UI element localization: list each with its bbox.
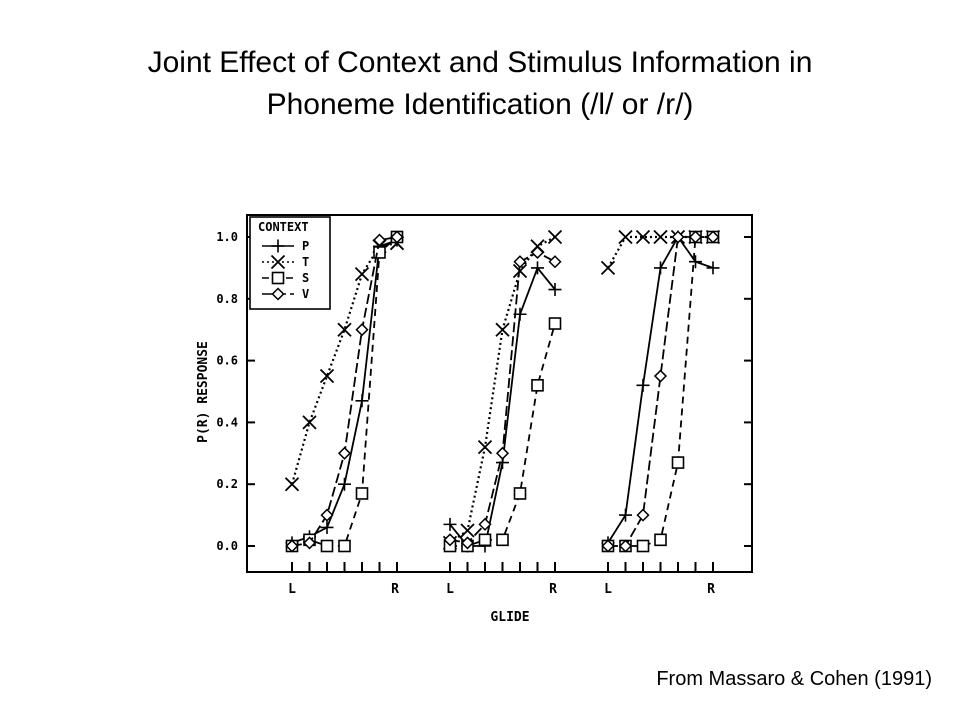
marker-S xyxy=(636,539,650,553)
source-credit: From Massaro & Cohen (1991) xyxy=(656,668,932,690)
marker-T xyxy=(354,266,370,282)
series-line-P xyxy=(449,266,556,547)
y-tick-label: 0.4 xyxy=(216,415,238,429)
legend-marker-S xyxy=(271,271,285,285)
legend-label-T: T xyxy=(302,255,309,269)
series-line-S xyxy=(608,236,713,547)
x-label-l: L xyxy=(604,582,612,597)
marker-S xyxy=(671,456,685,469)
marker-S xyxy=(320,539,334,553)
marker-T xyxy=(635,229,651,245)
plot-border xyxy=(246,214,753,573)
panel-1 xyxy=(284,230,405,553)
marker-P xyxy=(636,378,650,392)
series-line-V xyxy=(608,236,713,547)
y-axis-label: P(R) RESPONSE xyxy=(196,341,211,443)
marker-V xyxy=(601,539,615,553)
marker-V xyxy=(320,508,334,522)
marker-V xyxy=(653,369,668,383)
x-axis-label: GLIDE xyxy=(490,610,529,625)
marker-V xyxy=(372,233,387,247)
plot-frame xyxy=(246,214,753,573)
marker-S xyxy=(513,487,527,500)
title-line-2: Phoneme Identification (/l/ or /r/) xyxy=(266,88,694,121)
marker-V xyxy=(478,517,492,531)
marker-T xyxy=(302,415,317,430)
marker-T xyxy=(337,322,352,337)
marker-T xyxy=(653,229,668,245)
marker-S xyxy=(548,317,562,330)
slide-title: Joint Effect of Context and Stimulus Inf… xyxy=(0,42,960,126)
marker-V xyxy=(618,539,633,553)
series-line-V xyxy=(449,251,556,544)
marker-P xyxy=(548,283,562,297)
marker-V xyxy=(548,255,562,269)
marker-V xyxy=(390,230,404,244)
y-tick-label: 0.8 xyxy=(216,292,238,306)
marker-V xyxy=(355,323,369,337)
panel-2 xyxy=(442,229,563,553)
series-line-P xyxy=(607,235,714,544)
x-label-r: R xyxy=(391,582,399,597)
marker-P xyxy=(689,255,702,269)
marker-T xyxy=(495,322,510,337)
y-tick-label: 1.0 xyxy=(216,230,238,244)
marker-V xyxy=(688,230,703,244)
marker-T xyxy=(477,439,493,455)
panel-3 xyxy=(600,229,721,553)
marker-P xyxy=(355,394,369,408)
marker-P xyxy=(320,520,334,534)
marker-V xyxy=(513,255,527,269)
marker-V xyxy=(337,446,352,460)
marker-P xyxy=(531,261,544,275)
marker-P xyxy=(654,261,667,275)
marker-S xyxy=(654,533,667,547)
marker-S xyxy=(496,533,509,547)
marker-P xyxy=(706,261,720,275)
marker-S xyxy=(355,487,369,500)
legend-title: CONTEXT xyxy=(258,220,309,234)
x-label-r: R xyxy=(549,582,557,597)
marker-V xyxy=(530,245,545,260)
marker-S xyxy=(531,379,544,392)
marker-P xyxy=(338,477,351,491)
x-label-l: L xyxy=(446,582,454,597)
marker-T xyxy=(618,229,633,245)
marker-V xyxy=(285,539,299,553)
marker-T xyxy=(600,260,616,276)
data-curves xyxy=(284,229,721,553)
marker-T xyxy=(547,229,563,245)
marker-T xyxy=(319,368,335,384)
marker-P xyxy=(443,517,457,531)
marker-V xyxy=(460,536,475,550)
marker-V xyxy=(706,230,720,244)
legend-label-S: S xyxy=(302,271,309,285)
marker-S xyxy=(373,246,386,259)
marker-V xyxy=(671,230,685,244)
y-tick-label: 0.2 xyxy=(216,477,238,491)
legend-marker-T xyxy=(270,254,286,270)
legend-label-P: P xyxy=(302,239,309,253)
legend-marker-V xyxy=(271,287,285,301)
marker-P xyxy=(619,508,632,522)
marker-V xyxy=(495,446,510,460)
marker-T xyxy=(460,523,475,538)
x-label-l: L xyxy=(288,582,296,597)
y-tick-label: 0.6 xyxy=(216,354,238,368)
legend-label-V: V xyxy=(302,287,309,301)
title-line-1: Joint Effect of Context and Stimulus Inf… xyxy=(147,46,813,79)
marker-V xyxy=(443,533,457,547)
marker-V xyxy=(636,508,650,522)
marker-S xyxy=(338,539,351,553)
marker-V xyxy=(302,536,317,550)
y-tick-label: 0.0 xyxy=(216,539,238,553)
series-line-S xyxy=(450,323,556,547)
marker-S xyxy=(478,533,492,547)
marker-T xyxy=(284,477,300,492)
legend-marker-P xyxy=(271,239,285,253)
x-label-r: R xyxy=(707,582,715,597)
